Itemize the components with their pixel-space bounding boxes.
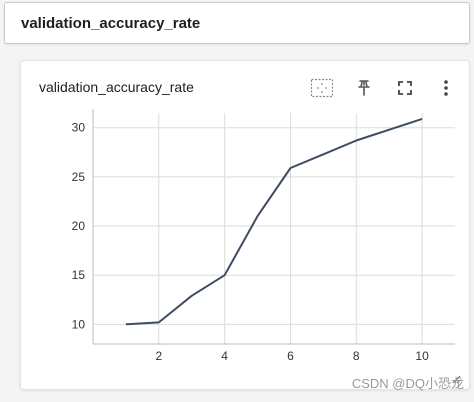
scalar-chart-card: validation_accuracy_rate 2 4 6 8 10 10 15 20 25 3…	[20, 60, 470, 390]
line-chart: 2 4 6 8 10 10 15 20 25 30	[72, 109, 455, 363]
series-line	[125, 117, 423, 326]
more-vert-icon[interactable]	[433, 75, 459, 101]
x-tick-label: 2	[155, 349, 162, 363]
fullscreen-icon[interactable]	[392, 75, 418, 101]
watermark: CSDN @DQ小恐龙	[351, 376, 464, 391]
x-tick-label: 4	[221, 349, 228, 363]
run-filter-header[interactable]: validation_accuracy_rate	[4, 2, 470, 44]
x-tick-label: 6	[287, 349, 294, 363]
y-tick-label: 20	[72, 219, 86, 233]
y-tick-label: 10	[72, 317, 86, 331]
header-title: validation_accuracy_rate	[21, 15, 201, 32]
x-tick-label: 10	[415, 349, 429, 363]
y-tick-label: 30	[72, 121, 86, 135]
y-tick-label: 15	[72, 268, 86, 282]
chart-card-title: validation_accuracy_rate	[39, 79, 194, 95]
resize-handle-icon[interactable]	[451, 371, 461, 384]
y-tick-label: 25	[72, 170, 86, 184]
pin-icon[interactable]	[351, 75, 377, 101]
x-tick-label: 8	[353, 349, 360, 363]
fit-domain-icon[interactable]	[309, 75, 335, 101]
